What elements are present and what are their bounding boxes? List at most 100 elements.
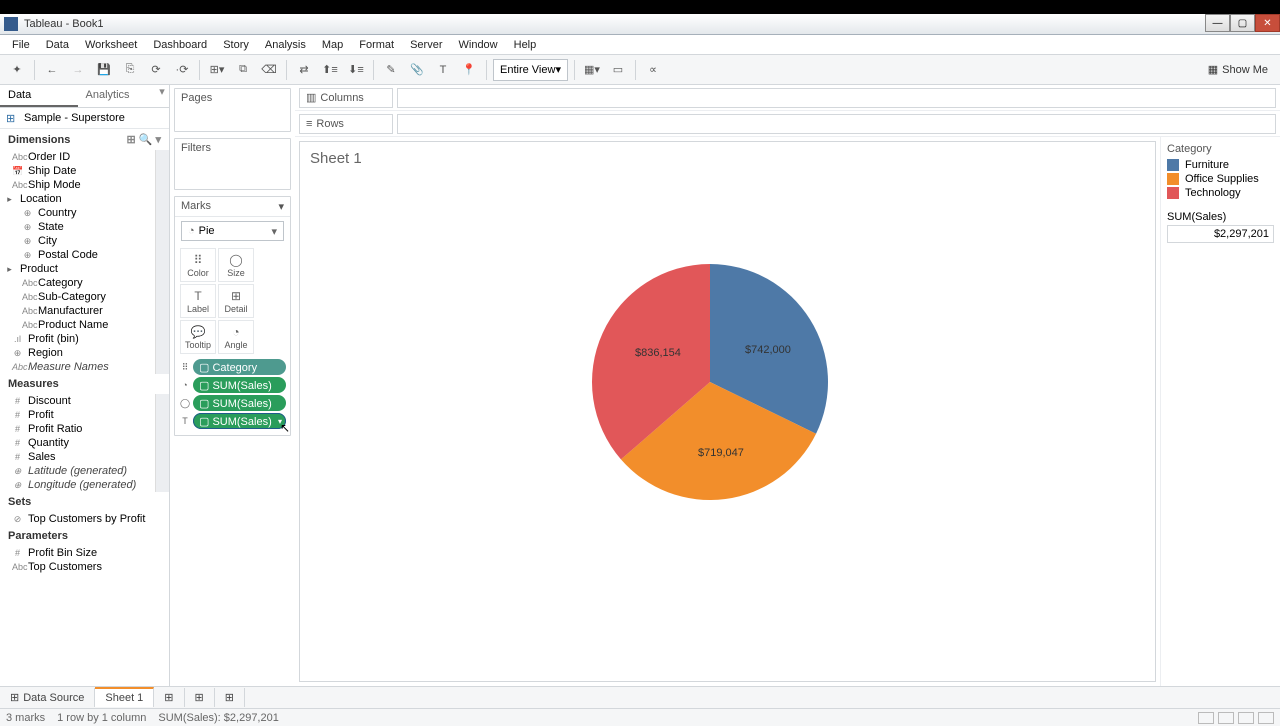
fit-select[interactable]: Entire View▾	[493, 59, 568, 81]
clear-button[interactable]: ⌫	[258, 59, 280, 81]
run-button[interactable]: ·⟳	[171, 59, 193, 81]
new-dashboard-button[interactable]: ⊞	[185, 688, 215, 707]
mark-type-select[interactable]: ◔ Pie ▾	[181, 221, 284, 241]
menu-server[interactable]: Server	[402, 37, 450, 53]
pill-sum-sales-[interactable]: ▢ SUM(Sales)	[193, 395, 286, 411]
dimension-field-profit-bin-[interactable]: .ılProfit (bin)	[0, 332, 155, 346]
scrollbar[interactable]	[155, 150, 169, 374]
mark-size-button[interactable]: ◯Size	[218, 248, 254, 282]
param-field-top-customers[interactable]: AbcTop Customers	[0, 560, 169, 574]
dimension-field-ship-mode[interactable]: AbcShip Mode	[0, 178, 155, 192]
labels-button[interactable]: T	[432, 59, 454, 81]
measure-field-discount[interactable]: #Discount	[0, 394, 155, 408]
dimension-field-country[interactable]: ⊕Country	[0, 206, 155, 220]
presentation-button[interactable]: ▭	[607, 59, 629, 81]
pin-button[interactable]: 📍	[458, 59, 480, 81]
view2-button[interactable]	[1218, 712, 1234, 724]
dimension-field-location[interactable]: ▸Location	[0, 192, 155, 206]
menu-map[interactable]: Map	[314, 37, 351, 53]
measure-field-longitude-generated-[interactable]: ⊕Longitude (generated)	[0, 478, 155, 492]
tab-analytics[interactable]: Analytics	[78, 85, 156, 107]
save-button[interactable]: 💾	[93, 59, 115, 81]
pill-category[interactable]: ▢ Category	[193, 359, 286, 375]
menu-file[interactable]: File	[4, 37, 38, 53]
measure-field-profit[interactable]: #Profit	[0, 408, 155, 422]
menu-story[interactable]: Story	[215, 37, 257, 53]
new-story-button[interactable]: ⊞	[215, 688, 245, 707]
rows-drop[interactable]	[397, 114, 1276, 134]
measure-field-sales[interactable]: #Sales	[0, 450, 155, 464]
pill-sum-sales-[interactable]: ▢ SUM(Sales)▾	[193, 413, 286, 429]
columns-drop[interactable]	[397, 88, 1276, 108]
dimension-field-product-name[interactable]: AbcProduct Name	[0, 318, 155, 332]
sheet-title[interactable]: Sheet 1	[310, 150, 362, 167]
menu-format[interactable]: Format	[351, 37, 402, 53]
dimension-field-state[interactable]: ⊕State	[0, 220, 155, 234]
view1-button[interactable]	[1198, 712, 1214, 724]
minimize-button[interactable]: —	[1205, 14, 1230, 32]
legend-item-office-supplies[interactable]: Office Supplies	[1167, 173, 1274, 185]
measure-field-quantity[interactable]: #Quantity	[0, 436, 155, 450]
show-cards-button[interactable]: ▦▾	[581, 59, 603, 81]
view4-button[interactable]	[1258, 712, 1274, 724]
legend-item-technology[interactable]: Technology	[1167, 187, 1274, 199]
mark-detail-button[interactable]: ⊞Detail	[218, 284, 254, 318]
forward-button[interactable]: →	[67, 59, 89, 81]
dimension-field-ship-date[interactable]: 📅Ship Date	[0, 164, 155, 178]
sort-desc-button[interactable]: ⬇≡	[345, 59, 367, 81]
menu-data[interactable]: Data	[38, 37, 77, 53]
viz-canvas[interactable]: Sheet 1 $742,000$719,047$836,154	[299, 141, 1156, 682]
dimension-field-postal-code[interactable]: ⊕Postal Code	[0, 248, 155, 262]
dimension-field-city[interactable]: ⊕City	[0, 234, 155, 248]
dimension-field-manufacturer[interactable]: AbcManufacturer	[0, 304, 155, 318]
menu-window[interactable]: Window	[451, 37, 506, 53]
dimension-field-order-id[interactable]: AbcOrder ID	[0, 150, 155, 164]
maximize-button[interactable]: ▢	[1230, 14, 1255, 32]
view3-button[interactable]	[1238, 712, 1254, 724]
menu-analysis[interactable]: Analysis	[257, 37, 314, 53]
tableau-icon[interactable]: ✦	[6, 59, 28, 81]
back-button[interactable]: ←	[41, 59, 63, 81]
new-datasource-button[interactable]: ⎘	[119, 59, 141, 81]
new-worksheet-button[interactable]: ⊞	[154, 688, 184, 707]
tab-data-source[interactable]: ⊞ Data Source	[0, 688, 95, 707]
highlight-button[interactable]: ✎	[380, 59, 402, 81]
mark-tooltip-button[interactable]: 💬Tooltip	[180, 320, 216, 354]
group-button[interactable]: 📎	[406, 59, 428, 81]
rows-shelf[interactable]: ≡ Rows	[299, 114, 393, 134]
columns-shelf[interactable]: ▥ Columns	[299, 88, 393, 108]
param-field-profit-bin-size[interactable]: #Profit Bin Size	[0, 546, 169, 560]
menu-worksheet[interactable]: Worksheet	[77, 37, 145, 53]
filters-shelf[interactable]: Filters	[174, 138, 291, 190]
measure-field-latitude-generated-[interactable]: ⊕Latitude (generated)	[0, 464, 155, 478]
mark-color-button[interactable]: ⠿Color	[180, 248, 216, 282]
datasource-item[interactable]: Sample - Superstore	[0, 108, 169, 129]
show-me-button[interactable]: ▦ Show Me	[1208, 63, 1268, 76]
sort-asc-button[interactable]: ⬆≡	[319, 59, 341, 81]
pill-sum-sales-[interactable]: ▢ SUM(Sales)	[193, 377, 286, 393]
pane-menu-button[interactable]: ▾	[155, 85, 169, 107]
swap-button[interactable]: ⇄	[293, 59, 315, 81]
autoupdate-button[interactable]: ⟳	[145, 59, 167, 81]
dimension-field-sub-category[interactable]: AbcSub-Category	[0, 290, 155, 304]
duplicate-button[interactable]: ⧉	[232, 59, 254, 81]
dimension-field-region[interactable]: ⊕Region	[0, 346, 155, 360]
mark-label-button[interactable]: TLabel	[180, 284, 216, 318]
close-button[interactable]: ✕	[1255, 14, 1280, 32]
pages-shelf[interactable]: Pages	[174, 88, 291, 132]
tab-data[interactable]: Data	[0, 85, 78, 107]
scrollbar[interactable]	[155, 394, 169, 492]
menu-dashboard[interactable]: Dashboard	[145, 37, 215, 53]
dimension-field-product[interactable]: ▸Product	[0, 262, 155, 276]
marks-menu-button[interactable]: ▾	[278, 200, 284, 213]
share-button[interactable]: ∝	[642, 59, 664, 81]
legend-item-furniture[interactable]: Furniture	[1167, 159, 1274, 171]
dimension-field-measure-names[interactable]: AbcMeasure Names	[0, 360, 155, 374]
mark-angle-button[interactable]: ◔Angle	[218, 320, 254, 354]
new-sheet-button[interactable]: ⊞▾	[206, 59, 228, 81]
tab-sheet1[interactable]: Sheet 1	[95, 687, 154, 707]
pie-chart[interactable]: $742,000$719,047$836,154	[590, 262, 830, 502]
set-field-top-customers-by-profit[interactable]: ⊘Top Customers by Profit	[0, 512, 169, 526]
menu-help[interactable]: Help	[506, 37, 545, 53]
measure-field-profit-ratio[interactable]: #Profit Ratio	[0, 422, 155, 436]
